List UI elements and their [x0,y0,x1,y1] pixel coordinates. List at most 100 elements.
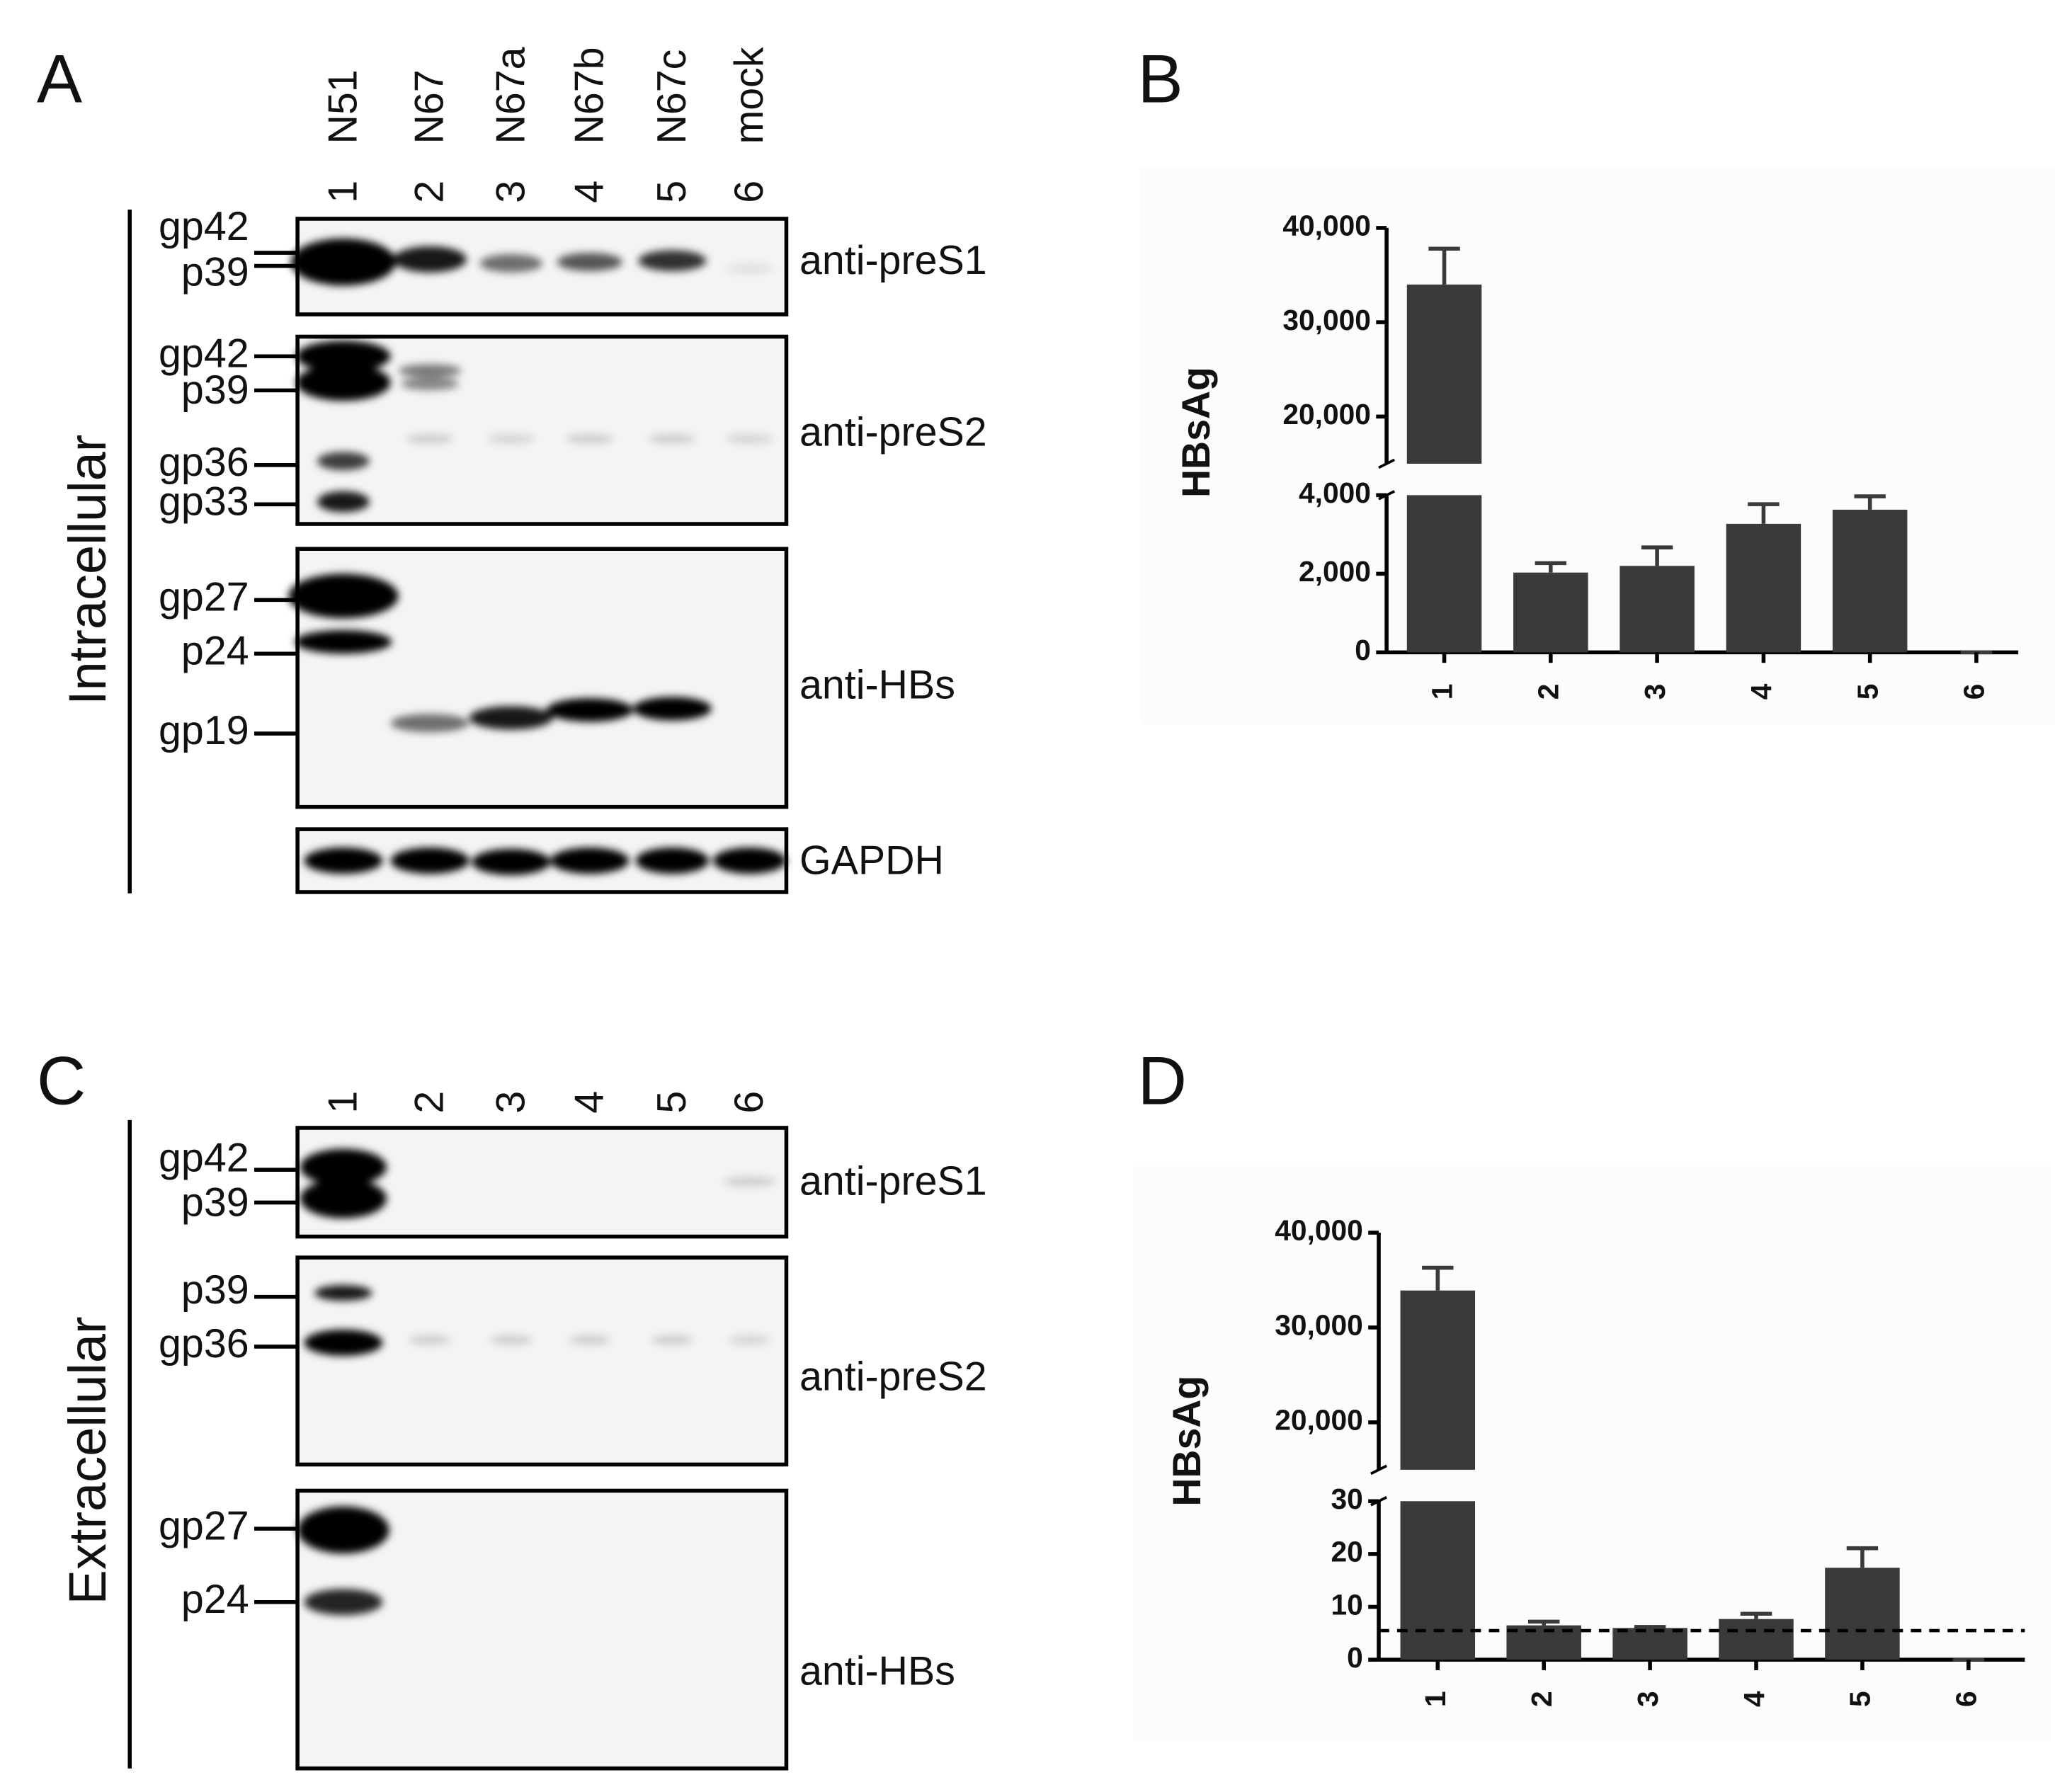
y-tick-label: 0 [1355,634,1371,666]
y-axis-label: HBsAg [1174,367,1218,498]
band [296,341,391,372]
marker-label: gp33 [159,479,249,524]
lane-number: 5 [649,1091,695,1114]
lane-name: N67a [488,47,533,144]
y-tick-label: 0 [1347,1641,1363,1674]
bar [1832,509,1908,653]
bands [300,1148,776,1219]
panel-letter: A [37,41,82,117]
bar [1825,1568,1900,1660]
marker-label: gp27 [159,1503,249,1548]
band [393,246,467,273]
band [295,629,392,654]
band [472,848,551,875]
axis-break [1378,458,1396,469]
y-axis-label: HBsAg [1165,1376,1209,1507]
band [632,697,712,721]
band [726,263,773,274]
blot-membrane [295,1126,789,1239]
y-tick-label: 20,000 [1275,1404,1363,1437]
y-tick-label: 30,000 [1275,1309,1363,1342]
y-tick-label: 20,000 [1282,398,1371,430]
x-tick-label: 3 [1632,1691,1664,1707]
band [479,253,543,273]
band [288,573,399,619]
antibody-label: anti-HBs [799,1649,955,1694]
lane-number: 2 [407,1091,452,1114]
marker-label: gp27 [159,575,249,620]
blot-membrane [295,217,789,316]
bar [1400,1501,1476,1660]
band [487,433,535,445]
x-tick-label: 4 [1738,1691,1770,1707]
band [723,1176,776,1187]
band [469,706,554,730]
band [401,377,459,391]
lane-name: N67 [407,69,452,144]
y-tick-label: 10 [1331,1588,1363,1621]
antibody-label: GAPDH [799,838,944,883]
y-tick-label: 20 [1331,1536,1363,1568]
band [300,1179,387,1219]
bands [304,848,787,875]
lane-number: 3 [488,181,533,203]
band [712,848,787,874]
x-tick-label: 5 [1844,1691,1877,1707]
x-tick-label: 6 [1950,1691,1983,1707]
axis-break [1370,1464,1387,1476]
band [409,1335,451,1346]
band [406,433,454,445]
marker-label: gp42 [159,331,249,376]
band [546,698,633,722]
band [398,364,462,377]
lane-number: 2 [407,181,452,203]
antibody-label: anti-preS1 [799,238,987,283]
y-tick-label: 30,000 [1282,304,1371,336]
band [300,1148,387,1186]
band [317,452,370,471]
bands [288,573,712,733]
band [296,364,391,401]
bands [304,1284,771,1356]
marker-label: gp42 [159,204,249,249]
band [390,714,469,733]
band [726,433,773,445]
y-tick-label: 2,000 [1299,555,1371,588]
bar [1726,523,1801,653]
lane-number: 1 [320,181,365,203]
y-tick-label: 4,000 [1299,476,1371,509]
antibody-label: anti-HBs [799,662,955,707]
marker-label: p39 [181,250,249,295]
lane-name: N67c [649,50,695,144]
marker-label: p39 [181,367,249,413]
antibody-label: anti-preS2 [799,409,987,455]
band [649,433,696,445]
side-label: Extracellular [58,1316,117,1604]
bar [1612,1628,1687,1660]
lane-number: 4 [567,1091,612,1114]
bar [1406,284,1482,464]
lane-number: 1 [320,1091,365,1114]
bar [1719,1619,1794,1660]
side-label: Intracellular [58,435,117,705]
marker-label: p39 [181,1180,249,1225]
x-tick-label: 1 [1425,684,1458,700]
marker-label: gp36 [159,1321,249,1366]
y-tick-label: 40,000 [1275,1214,1363,1247]
marker-label: p24 [181,1577,249,1622]
band [290,238,396,286]
x-tick-label: 2 [1532,684,1565,700]
marker-label: gp42 [159,1135,249,1180]
x-tick-label: 4 [1745,683,1777,700]
band [304,1589,383,1616]
marker-label: p39 [181,1267,249,1313]
antibody-label: anti-preS2 [799,1354,987,1399]
x-tick-label: 2 [1525,1691,1558,1707]
panel-letter: B [1137,41,1183,117]
blot-membrane [295,1255,789,1467]
x-tick-label: 5 [1851,684,1884,700]
band [635,848,710,874]
band [297,1506,389,1554]
panel-letter: C [37,1044,86,1119]
